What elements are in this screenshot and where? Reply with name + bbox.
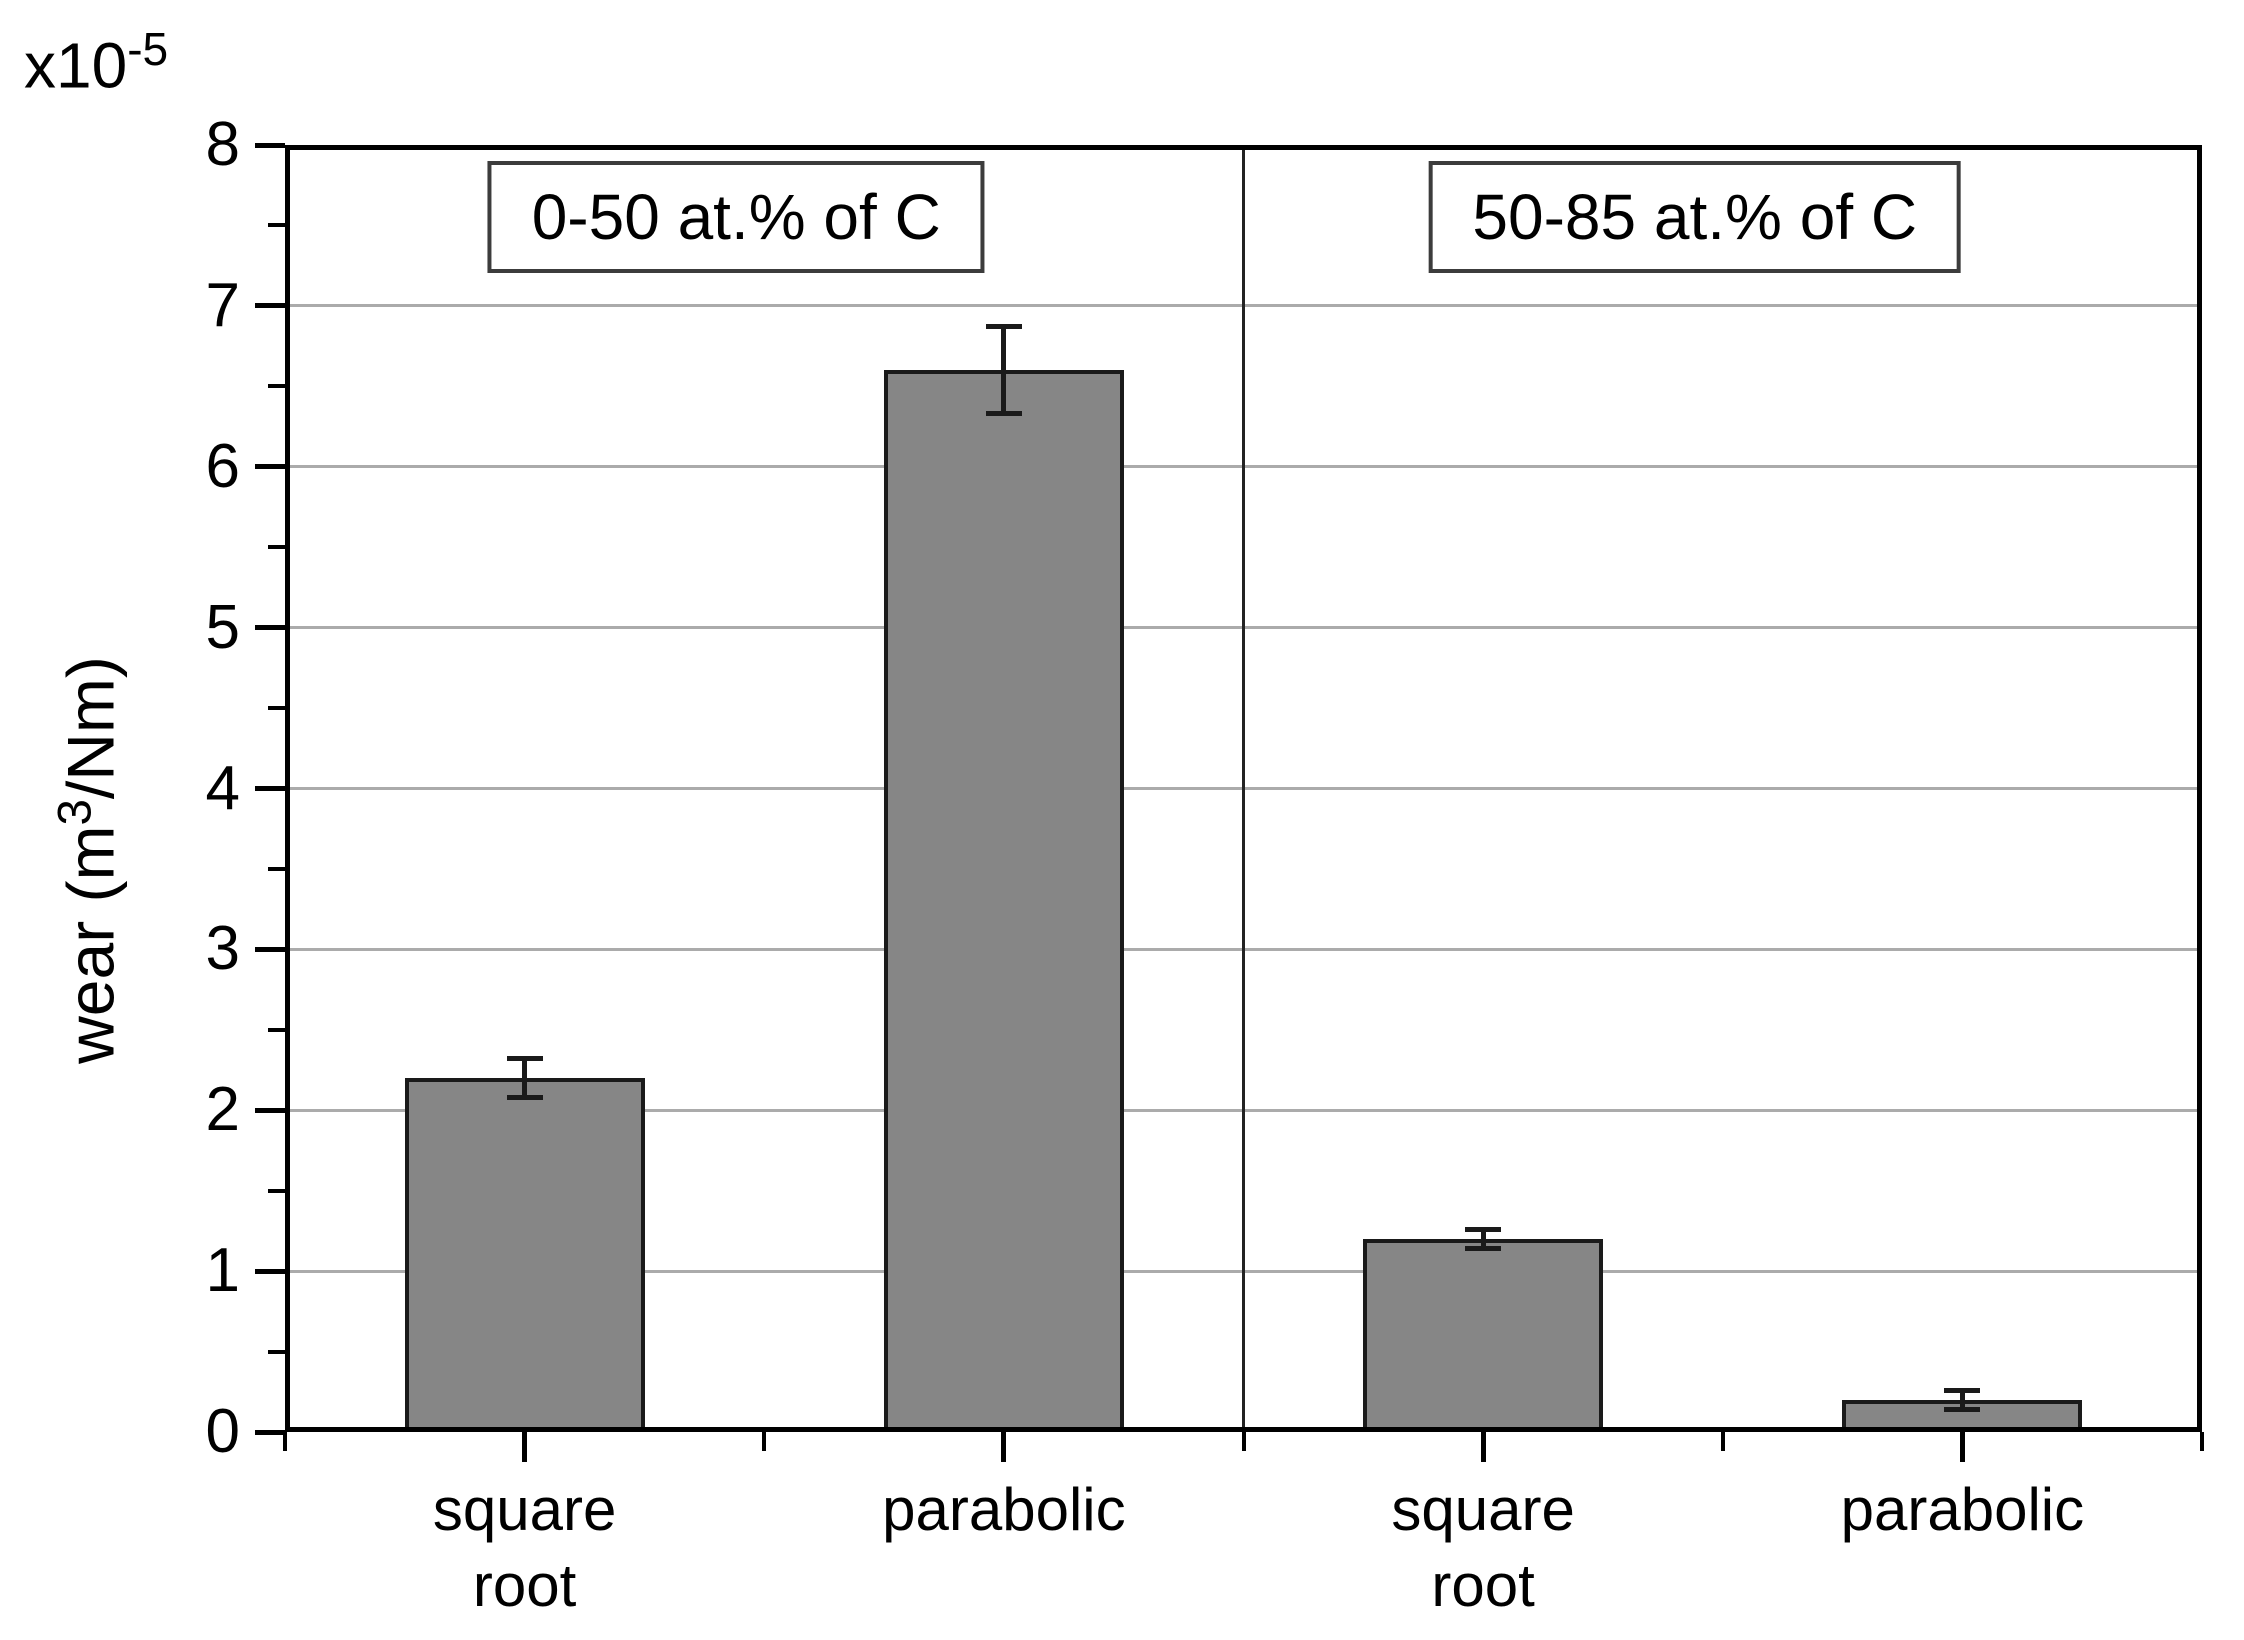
y-major-tick-6 xyxy=(255,464,285,470)
panel-label-box: 50-85 at.% of C xyxy=(1428,161,1962,273)
y-major-tick-0 xyxy=(255,1429,285,1435)
multiplier-exponent: -5 xyxy=(127,23,169,75)
y-major-tick-3 xyxy=(255,946,285,952)
y-tick-label-3: 3 xyxy=(205,914,240,984)
error-bar-line xyxy=(1959,1390,1965,1410)
y-axis-title: wear (m3/Nm) xyxy=(48,656,129,1064)
x-major-tick-parabolic xyxy=(1001,1432,1007,1462)
y-tick-label-4: 4 xyxy=(205,753,240,823)
bar-square-root xyxy=(1363,1238,1604,1432)
x-category-label-square-root: square root xyxy=(432,1476,617,1619)
error-bar-cap-top xyxy=(985,324,1022,330)
y-minor-tick xyxy=(268,1349,285,1354)
error-bar-line xyxy=(1001,326,1007,414)
x-major-tick-square-root xyxy=(522,1432,528,1462)
error-bar-cap-top xyxy=(1944,1387,1981,1393)
y-axis-multiplier: x10-5 xyxy=(24,22,168,102)
error-bar-line xyxy=(522,1058,528,1098)
y-tick-label-1: 1 xyxy=(205,1236,240,1306)
y-tick-label-2: 2 xyxy=(205,1075,240,1145)
error-bar-line xyxy=(1480,1229,1486,1249)
x-major-tick-square-root xyxy=(1480,1432,1486,1462)
error-bar-cap-top xyxy=(1465,1226,1502,1232)
x-major-tick-parabolic xyxy=(1959,1432,1965,1462)
plot-area: 0-50 at.% of C 50-85 at.% of C xyxy=(285,145,2202,1432)
y-major-tick-2 xyxy=(255,1107,285,1113)
error-bar-cap-bottom xyxy=(985,411,1022,417)
x-minor-tick xyxy=(283,1432,287,1451)
y-tick-label-8: 8 xyxy=(205,110,240,179)
y-major-tick-5 xyxy=(255,625,285,631)
y-tick-label-7: 7 xyxy=(205,270,240,340)
y-tick-label-0: 0 xyxy=(205,1397,240,1466)
error-bar-cap-bottom xyxy=(1944,1406,1981,1412)
bar-square-root xyxy=(404,1078,645,1432)
x-category-label-parabolic: parabolic xyxy=(882,1476,1126,1543)
y-minor-tick xyxy=(268,223,285,228)
x-category-label-parabolic: parabolic xyxy=(1840,1476,2085,1543)
x-minor-tick xyxy=(1720,1432,1725,1451)
y-minor-tick xyxy=(268,706,285,711)
x-category-label-square-root: square root xyxy=(1391,1476,1575,1619)
bar-parabolic xyxy=(883,370,1124,1432)
y-minor-tick xyxy=(268,1027,285,1032)
y-major-tick-4 xyxy=(255,786,285,791)
y-minor-tick xyxy=(268,1188,285,1193)
y-minor-tick xyxy=(268,866,285,871)
y-minor-tick xyxy=(268,384,285,389)
panel-label-box: 0-50 at.% of C xyxy=(487,161,985,273)
error-bar-cap-top xyxy=(506,1056,543,1062)
error-bar-cap-bottom xyxy=(506,1094,543,1100)
x-minor-tick xyxy=(1241,1432,1246,1451)
error-bar-cap-bottom xyxy=(1465,1246,1502,1252)
y-major-tick-7 xyxy=(255,303,285,309)
x-minor-tick xyxy=(2200,1432,2204,1451)
y-major-tick-8 xyxy=(255,142,285,148)
panel-divider xyxy=(1242,145,1245,1432)
y-tick-label-6: 6 xyxy=(205,431,240,501)
y-major-tick-1 xyxy=(255,1268,285,1274)
y-minor-tick xyxy=(268,545,285,550)
x-minor-tick xyxy=(762,1432,767,1451)
y-tick-label-5: 5 xyxy=(205,592,240,662)
multiplier-base: x10 xyxy=(24,29,128,102)
